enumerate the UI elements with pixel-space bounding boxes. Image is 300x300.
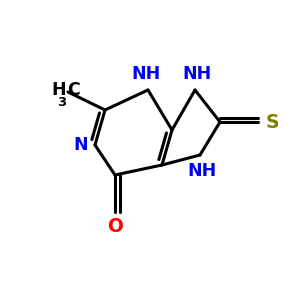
Text: NH: NH bbox=[182, 65, 212, 83]
Text: N: N bbox=[74, 136, 88, 154]
Text: H: H bbox=[51, 81, 66, 99]
Text: NH: NH bbox=[131, 65, 160, 83]
Text: S: S bbox=[265, 112, 279, 131]
Text: O: O bbox=[107, 217, 123, 236]
Text: 3: 3 bbox=[57, 96, 66, 109]
Text: NH: NH bbox=[188, 162, 217, 180]
Text: C: C bbox=[68, 81, 80, 99]
